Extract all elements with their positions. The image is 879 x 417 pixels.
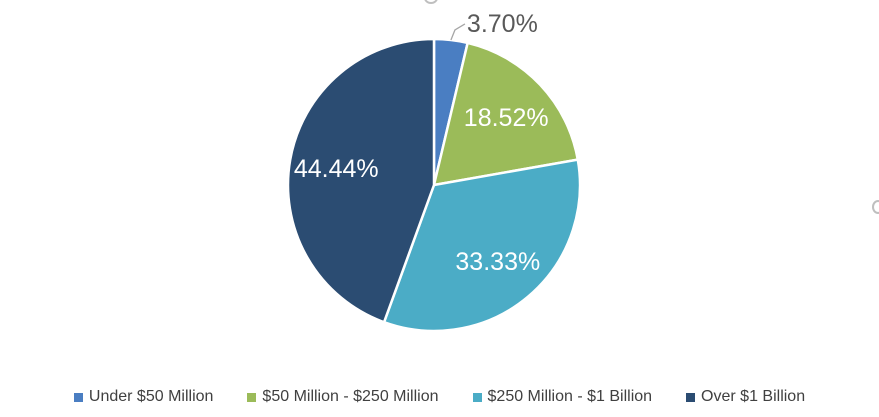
legend-label: Over $1 Billion [701, 388, 806, 405]
data-label-under-50-million: 3.70% [467, 10, 538, 38]
data-label-50-million-250-million: 18.52% [464, 104, 549, 132]
legend-item-over-1b: Over $1 Billion [686, 388, 805, 406]
chart-legend: Under $50 Million $50 Million - $250 Mil… [0, 386, 879, 408]
legend-item-50m-250m: $50 Million - $250 Million [247, 388, 439, 406]
legend-label: Under $50 Million [88, 388, 214, 405]
legend-item-250m-1b: $250 Million - $1 Billion [472, 388, 653, 406]
legend-swatch [73, 392, 83, 402]
legend-label: $250 Million - $1 Billion [487, 388, 653, 405]
pie-slice-over-1-billion [286, 37, 436, 324]
legend-label: $50 Million - $250 Million [262, 388, 439, 405]
legend-item-under-50m: Under $50 Million [73, 388, 214, 406]
pie-slice-250-million-1-billion [382, 158, 582, 333]
legend-swatch [247, 392, 257, 402]
leader-line [450, 23, 466, 41]
pie-slice-50-million-250-million [432, 41, 580, 187]
partial-ring-icon [872, 200, 879, 214]
data-label-250-million-1-billion: 33.33% [455, 248, 540, 276]
data-label-over-1-billion: 44.44% [294, 155, 379, 183]
legend-swatch [472, 392, 482, 402]
legend-swatch [686, 392, 696, 402]
